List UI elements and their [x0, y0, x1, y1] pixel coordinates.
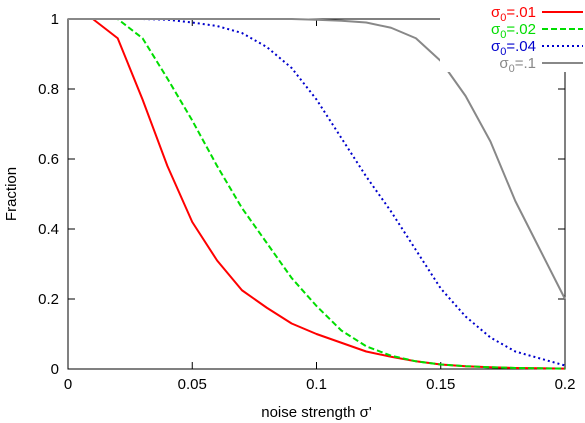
y-tick-label: 0.2	[38, 291, 59, 308]
legend-subscript: 0	[500, 46, 506, 58]
x-tick-label: 0.1	[306, 376, 327, 393]
legend-value: =.01	[506, 4, 536, 21]
series-line-2	[68, 18, 566, 370]
legend-entry-3: σ0=.04	[491, 38, 536, 58]
y-tick-label: 0.8	[38, 81, 59, 98]
legend-symbol: σ	[491, 38, 501, 55]
legend-entry-2: σ0=.02	[491, 21, 536, 41]
x-tick-label: 0	[64, 376, 72, 393]
legend-symbol: σ	[491, 4, 501, 21]
series-line-1	[68, 18, 566, 370]
plot-series	[68, 18, 566, 370]
legend-value: =.04	[506, 38, 536, 55]
legend-bg	[440, 4, 585, 21]
x-tick-label: 0.05	[178, 376, 207, 393]
y-tick-label: 0	[51, 361, 59, 378]
legend-subscript: 0	[500, 12, 506, 24]
legend-bg	[440, 21, 585, 38]
legend-symbol: σ	[491, 21, 501, 38]
x-tick-label: 0.2	[555, 376, 576, 393]
legend-symbol: σ	[499, 55, 509, 72]
x-axis-label: noise strength σ'	[261, 404, 372, 421]
legend-subscript: 0	[509, 63, 515, 75]
y-tick-label: 0.4	[38, 221, 59, 238]
legend-entry-1: σ0=.01	[491, 4, 536, 24]
legend-value: =.02	[506, 21, 536, 38]
y-tick-label: 1	[51, 11, 59, 28]
legend-subscript: 0	[500, 29, 506, 41]
x-tick-label: 0.15	[426, 376, 455, 393]
y-axis-label: Fraction	[3, 167, 20, 221]
legend-entry-4: σ0=.1	[499, 55, 536, 75]
legend-value: =.1	[515, 55, 536, 72]
series-line-3	[68, 18, 566, 367]
y-tick-label: 0.6	[38, 151, 59, 168]
series-line-4	[68, 18, 566, 300]
legend-bg	[440, 38, 585, 55]
legend-bg	[440, 55, 585, 72]
